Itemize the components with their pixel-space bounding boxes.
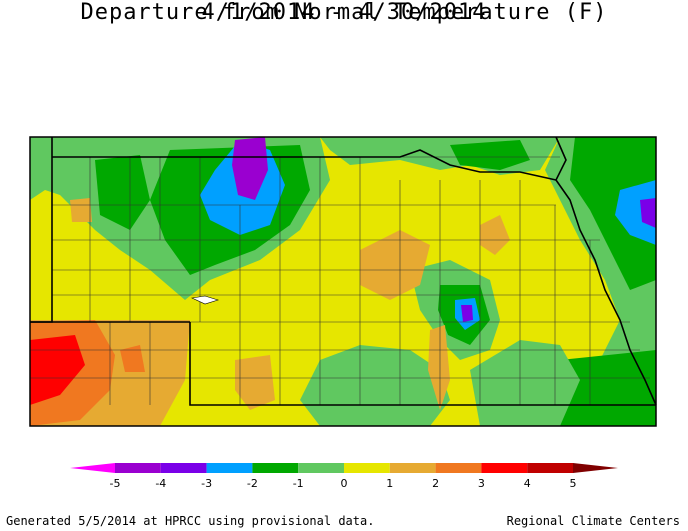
region-minus4-central bbox=[461, 305, 473, 322]
legend-ticks: -5 -4 -3 -2 -1 0 1 2 3 4 5 bbox=[110, 477, 577, 490]
footer-credit: Regional Climate Centers bbox=[506, 514, 680, 528]
legend-swatch bbox=[389, 463, 436, 473]
footer-generated-note: Generated 5/5/2014 at HPRCC using provis… bbox=[6, 514, 375, 528]
state-boundaries bbox=[30, 136, 657, 406]
legend-swatch bbox=[344, 463, 390, 473]
legend-tick-label: -1 bbox=[293, 477, 304, 490]
legend-tick-label: 1 bbox=[386, 477, 393, 490]
reservoir bbox=[190, 295, 220, 305]
legend-tick-label: 5 bbox=[570, 477, 577, 490]
region-minus3-east bbox=[615, 180, 656, 245]
legend-swatch bbox=[298, 463, 344, 473]
map-title-line1: Departure from Normal Temperature (F) bbox=[80, 0, 608, 25]
legend-swatch bbox=[481, 463, 528, 473]
legend-swatch bbox=[206, 463, 253, 473]
legend-swatch bbox=[252, 463, 299, 473]
legend-swatch bbox=[115, 463, 161, 473]
legend-swatch bbox=[435, 463, 482, 473]
legend-tick-label: -5 bbox=[110, 477, 121, 490]
legend-arrow-low bbox=[70, 463, 115, 473]
legend-tick-label: 2 bbox=[432, 477, 439, 490]
legend-swatch bbox=[527, 463, 573, 473]
legend-tick-label: -3 bbox=[201, 477, 212, 490]
legend-tick-label: 3 bbox=[478, 477, 485, 490]
region-plus1-to-plus2 bbox=[360, 230, 430, 300]
map-frame bbox=[29, 136, 657, 427]
region-plus3-to-plus4 bbox=[30, 335, 85, 405]
legend-tick-label: 4 bbox=[524, 477, 531, 490]
region-minus4-north bbox=[232, 137, 268, 200]
legend-swatch bbox=[160, 463, 207, 473]
legend-tick-label: 0 bbox=[341, 477, 348, 490]
legend-tick-label: -4 bbox=[155, 477, 166, 490]
legend-tick-label: -2 bbox=[247, 477, 258, 490]
legend-bar bbox=[70, 463, 618, 473]
county-boundaries bbox=[30, 156, 650, 405]
legend-arrow-high bbox=[573, 463, 618, 473]
map-title-line2: 4/1/2014 - 4/30/2014 bbox=[201, 0, 487, 25]
